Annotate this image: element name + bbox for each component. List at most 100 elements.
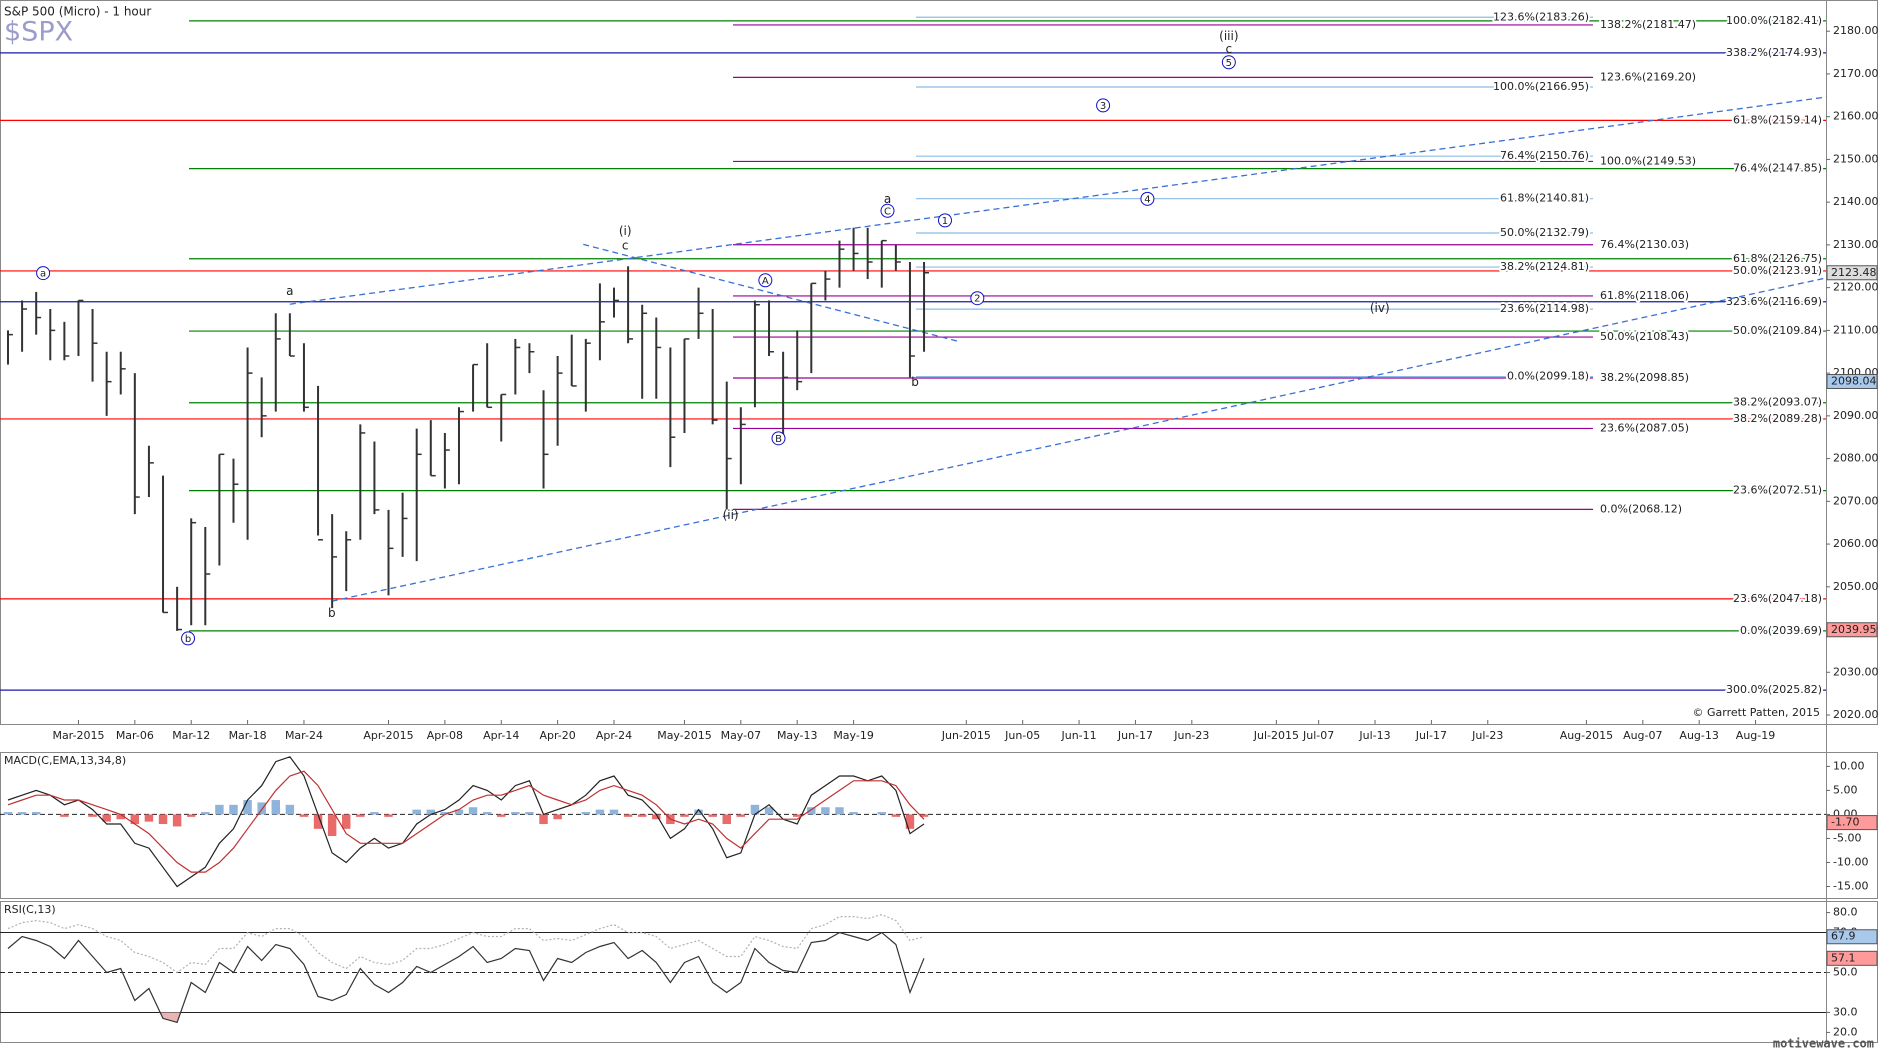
y-tick-label: 2020.00: [1833, 708, 1878, 721]
wave-label: A: [762, 276, 769, 287]
fib-label: 300.0%(2025.82): [1726, 683, 1822, 696]
macd-histogram-bar: [468, 807, 478, 815]
y-tick-label: 2050.00: [1833, 580, 1878, 593]
y-tick-label: -5.00: [1833, 831, 1861, 844]
chart-title: S&P 500 (Micro) - 1 hour: [4, 5, 151, 19]
wave-label: a: [40, 269, 46, 280]
x-tick-label: May-07: [721, 729, 762, 742]
x-tick-label: May-13: [777, 729, 818, 742]
macd-histogram-bar: [356, 814, 365, 817]
y-tick-label: 2030.00: [1833, 665, 1878, 678]
price-marker-box: [1826, 265, 1878, 281]
wave-circle: [1140, 191, 1155, 206]
y-tick-label: 2130.00: [1833, 238, 1878, 251]
y-tick-label: 30.0: [1833, 1005, 1858, 1018]
macd-histogram-bar: [130, 814, 140, 825]
macd-histogram-bar: [313, 814, 323, 829]
price-marker-box: [1826, 622, 1878, 638]
wave-label: (i): [619, 224, 632, 238]
macd-histogram-bar: [708, 814, 717, 817]
macd-histogram-bar: [31, 812, 41, 815]
macd-histogram-bar: [172, 814, 182, 827]
rsi-oversold-fill: [8, 1012, 925, 1023]
x-tick-label: Mar-06: [116, 729, 154, 742]
x-tick-label: Aug-07: [1623, 729, 1662, 742]
x-tick-label: Mar-24: [285, 729, 323, 742]
fib-label: 76.4%(2150.76): [1500, 149, 1589, 162]
wave-label: c: [1226, 42, 1233, 56]
macd-histogram-bar: [511, 812, 520, 815]
y-tick-label: 80.0: [1833, 906, 1858, 919]
x-tick-label: Apr-24: [596, 729, 632, 742]
y-tick-label: 2180.00: [1833, 24, 1878, 37]
macd-histogram-bar: [652, 814, 661, 820]
credit: © Garrett Patten, 2015: [1693, 706, 1821, 719]
fib-label: 323.6%(2116.69): [1726, 295, 1822, 308]
y-tick-label: 5.00: [1833, 783, 1858, 796]
macd-histogram-bar: [116, 814, 125, 820]
macd-histogram-bar: [257, 802, 266, 815]
wave-label: a: [884, 192, 891, 206]
chart-subtitle: $SPX: [4, 17, 73, 48]
x-tick-label: Jul-17: [1415, 729, 1447, 742]
price-marker-label: 2098.04: [1831, 374, 1877, 387]
macd-histogram-bar: [229, 804, 238, 815]
fib-label: 100.0%(2149.53): [1600, 154, 1696, 167]
wave-label: 4: [1144, 194, 1150, 205]
macd-histogram-bar: [17, 812, 27, 815]
wave-circle: [1221, 55, 1236, 70]
fib-label: 23.6%(2047.18): [1733, 592, 1822, 605]
fib-label: 0.0%(2068.12): [1600, 502, 1682, 515]
macd-histogram-bar: [342, 814, 351, 829]
fib-label: 138.2%(2181.47): [1600, 18, 1696, 31]
x-tick-label: Jul-13: [1358, 729, 1390, 742]
wave-circle: [937, 213, 952, 228]
fib-label: 50.0%(2108.43): [1600, 330, 1689, 343]
wave-circle: [970, 291, 985, 306]
y-tick-label: -15.00: [1833, 879, 1868, 892]
x-tick-label: Jul-23: [1471, 729, 1503, 742]
fib-label: 23.6%(2087.05): [1600, 421, 1689, 434]
macd-histogram-bar: [835, 807, 844, 815]
macd-histogram-bar: [877, 812, 886, 815]
price-marker-label: 67.9: [1831, 930, 1856, 943]
rsi-title: RSI(C,13): [4, 903, 56, 916]
fib-label: 61.8%(2118.06): [1600, 289, 1689, 302]
wave-circle: [880, 203, 895, 218]
wave-circle: [1096, 98, 1111, 113]
macd-histogram-bar: [201, 812, 210, 815]
fib-label: 50.0%(2123.91): [1733, 264, 1822, 277]
macd-histogram-bar: [609, 809, 619, 815]
wave-label: b: [328, 606, 336, 620]
wave-label: 2: [974, 294, 980, 305]
x-tick-label: May-2015: [657, 729, 712, 742]
macd-histogram-bar: [102, 814, 111, 822]
y-tick-label: 2060.00: [1833, 537, 1878, 550]
price-marker-box: [1826, 815, 1878, 831]
x-tick-label: Jul-07: [1302, 729, 1334, 742]
fib-label: 61.8%(2140.81): [1500, 192, 1589, 205]
wave-circle: [36, 266, 51, 281]
x-tick-label: Jun-05: [1004, 729, 1040, 742]
y-tick-label: 20.0: [1833, 1025, 1858, 1038]
x-tick-label: Jun-2015: [941, 729, 991, 742]
x-tick-label: Aug-19: [1736, 729, 1775, 742]
macd-histogram-bar: [88, 814, 97, 817]
wave-label: c: [622, 239, 629, 253]
macd-histogram-bar: [792, 814, 802, 817]
macd-histogram-bar: [539, 814, 548, 825]
macd-histogram-bar: [680, 814, 689, 817]
indicator-line: [7, 756, 925, 888]
macd-histogram-bar: [637, 814, 647, 817]
macd-histogram-bar: [553, 814, 562, 820]
macd-histogram-bar: [722, 814, 731, 825]
fib-label: 38.2%(2124.81): [1500, 260, 1589, 273]
indicator-line: [7, 770, 925, 873]
y-tick-label: 2140.00: [1833, 195, 1878, 208]
fib-label: 23.6%(2072.51): [1733, 484, 1822, 497]
macd-histogram-bar: [299, 814, 309, 817]
macd-histogram-bar: [482, 812, 492, 815]
y-tick-label: -10.00: [1833, 855, 1868, 868]
macd-histogram-bar: [271, 800, 280, 815]
